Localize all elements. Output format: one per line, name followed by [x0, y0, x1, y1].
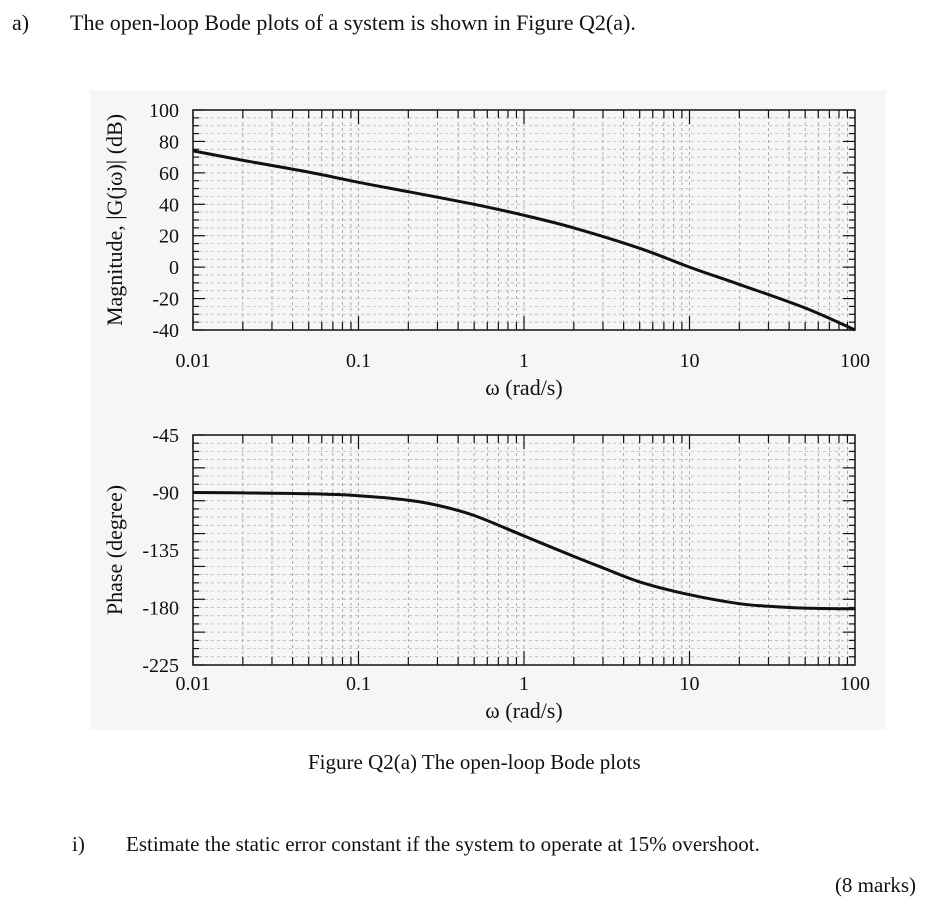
- phase-x-tick-label: 0.1: [346, 673, 371, 695]
- phase-y-tick-label: -90: [152, 483, 179, 505]
- phase-y-tick-label: -45: [152, 425, 179, 447]
- figure-caption: Figure Q2(a) The open-loop Bode plots: [308, 750, 641, 774]
- magnitude-x-tick-label: 0.01: [176, 350, 211, 372]
- magnitude-y-tick-label: 40: [159, 194, 179, 216]
- magnitude-x-tick-label: 10: [680, 350, 700, 372]
- phase-x-tick-label: 10: [680, 673, 700, 695]
- magnitude-y-tick-label: 60: [159, 163, 179, 185]
- phase-plot: -45 -90 -135 -180 -225 0.01 0.1 1 10 100 ω (rad/…: [102, 425, 870, 723]
- phase-x-tick-label: 100: [840, 673, 870, 695]
- phase-y-tick-label: -180: [142, 598, 179, 620]
- phase-curve: [192, 491, 856, 611]
- phase-x-tick-label: 0.01: [176, 673, 211, 695]
- magnitude-x-tick-label: 100: [840, 350, 870, 372]
- magnitude-y-tick-label: 80: [159, 131, 179, 153]
- magnitude-x-axis-label: ω (rad/s): [485, 375, 562, 400]
- question-text: The open-loop Bode plots of a system is …: [70, 10, 636, 35]
- subquestion-text: Estimate the static error constant if th…: [126, 832, 760, 856]
- magnitude-curve: [192, 149, 856, 332]
- magnitude-y-tick-label: 0: [169, 257, 179, 279]
- phase-y-tick-label: -135: [142, 540, 179, 562]
- marks: (8 marks): [834, 873, 916, 897]
- phase-x-tick-label: 1: [519, 673, 529, 695]
- magnitude-y-tick-label: -40: [152, 320, 179, 342]
- phase-y-tick-label: -225: [142, 655, 179, 677]
- magnitude-y-tick-label: -20: [152, 289, 179, 311]
- magnitude-x-tick-label: 0.1: [346, 350, 371, 372]
- magnitude-y-axis-label: Magnitude, |G(jω)| (dB): [102, 114, 127, 326]
- magnitude-plot: 100 80 60 40 20 0 -20 -40 0.01 0.1 1 10 100 ω (rad/…: [102, 100, 870, 400]
- magnitude-y-tick-label: 100: [149, 100, 179, 122]
- question-label: a): [12, 10, 30, 35]
- phase-x-axis-label: ω (rad/s): [485, 698, 562, 723]
- magnitude-x-tick-label: 1: [519, 350, 529, 372]
- subquestion-label: i): [72, 832, 85, 856]
- phase-y-axis-label: Phase (degree): [102, 485, 127, 615]
- magnitude-y-tick-label: 20: [159, 226, 179, 248]
